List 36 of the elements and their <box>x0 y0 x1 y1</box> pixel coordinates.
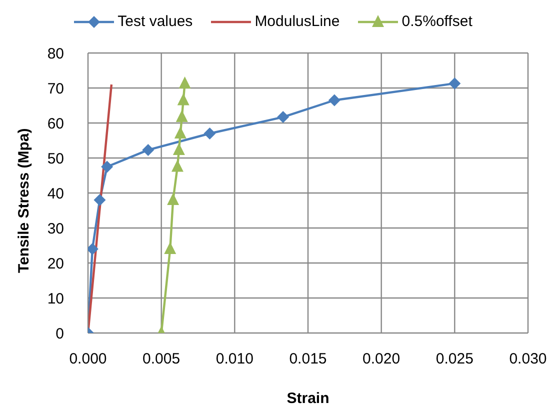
legend-label: ModulusLine <box>254 13 340 30</box>
point <box>176 110 188 122</box>
y-tick-label: 10 <box>47 290 64 308</box>
x-tick-label: 0.025 <box>436 350 474 368</box>
point <box>94 194 106 206</box>
y-tick-label: 20 <box>47 255 64 272</box>
y-tick-label: 50 <box>47 150 64 168</box>
y-tick-label: 80 <box>47 45 64 62</box>
x-tick-label: 0.000 <box>69 350 107 368</box>
x-tick-label: 0.020 <box>362 350 400 368</box>
point <box>142 144 154 156</box>
legend-label: Test values <box>118 13 193 30</box>
y-tick-label: 30 <box>47 220 64 238</box>
x-tick-label: 0.010 <box>216 350 254 368</box>
y-axis-title: Tensile Stress (Mpa) <box>15 128 32 273</box>
point <box>172 142 185 155</box>
legend-label: 0.5%offset <box>402 13 472 30</box>
y-tick-label: 60 <box>47 115 64 132</box>
x-tick-label: 0.030 <box>509 350 547 368</box>
point <box>171 160 184 172</box>
point <box>204 128 216 140</box>
point <box>167 193 180 205</box>
y-tick-label: 70 <box>47 80 64 98</box>
point <box>277 111 290 124</box>
y-tick-label: 40 <box>47 185 64 202</box>
x-axis-title: Strain <box>286 390 330 407</box>
point <box>177 93 190 106</box>
point <box>448 77 461 90</box>
point <box>101 160 114 173</box>
x-tick-label: 0.005 <box>142 350 180 368</box>
point <box>178 76 191 88</box>
point <box>328 94 340 106</box>
x-tick-label: 0.015 <box>289 350 327 368</box>
point <box>164 242 176 254</box>
y-tick-label: 0 <box>56 325 64 342</box>
point <box>174 126 186 138</box>
